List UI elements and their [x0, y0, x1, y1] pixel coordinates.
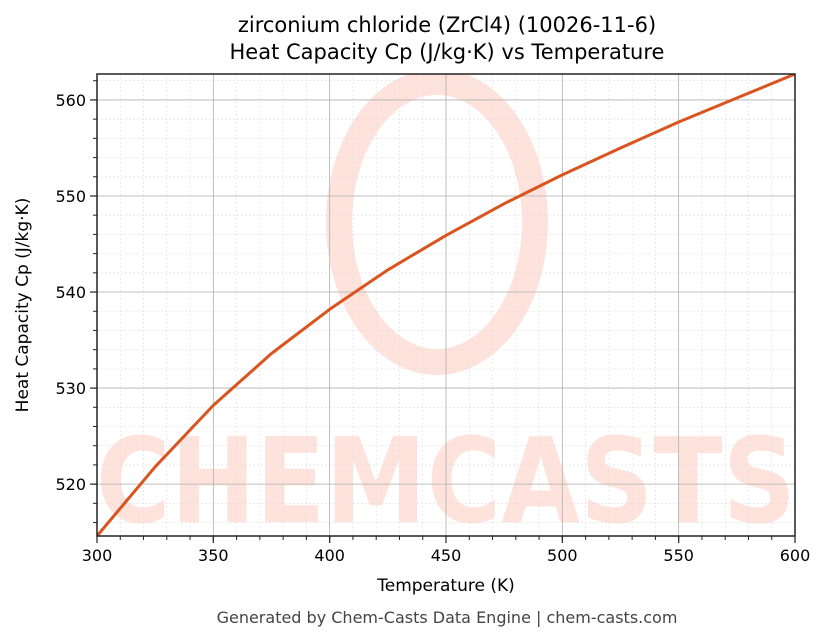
y-axis-label: Heat Capacity Cp (J/kg·K): [13, 197, 33, 413]
x-tick-label: 350: [198, 546, 229, 565]
y-tick-label: 530: [55, 379, 86, 398]
y-tick-label: 560: [55, 91, 86, 110]
footer-credit: Generated by Chem-Casts Data Engine | ch…: [216, 608, 678, 627]
x-tick-label: 500: [547, 546, 578, 565]
y-tick-label: 550: [55, 187, 86, 206]
y-tick-label: 520: [55, 475, 86, 494]
chart-title-line1: zirconium chloride (ZrCl4) (10026-11-6): [237, 13, 657, 37]
x-tick-label: 600: [780, 546, 811, 565]
x-axis-label: Temperature (K): [377, 576, 515, 596]
x-tick-label: 550: [663, 546, 694, 565]
x-tick-label: 450: [431, 546, 462, 565]
x-tick-label: 300: [82, 546, 113, 565]
watermark-logo: [326, 74, 548, 375]
y-tick-label: 540: [55, 283, 86, 302]
cp-line: [97, 74, 795, 536]
x-tick-label: 400: [314, 546, 345, 565]
chart-title-line2: Heat Capacity Cp (J/kg·K) vs Temperature: [229, 40, 665, 64]
